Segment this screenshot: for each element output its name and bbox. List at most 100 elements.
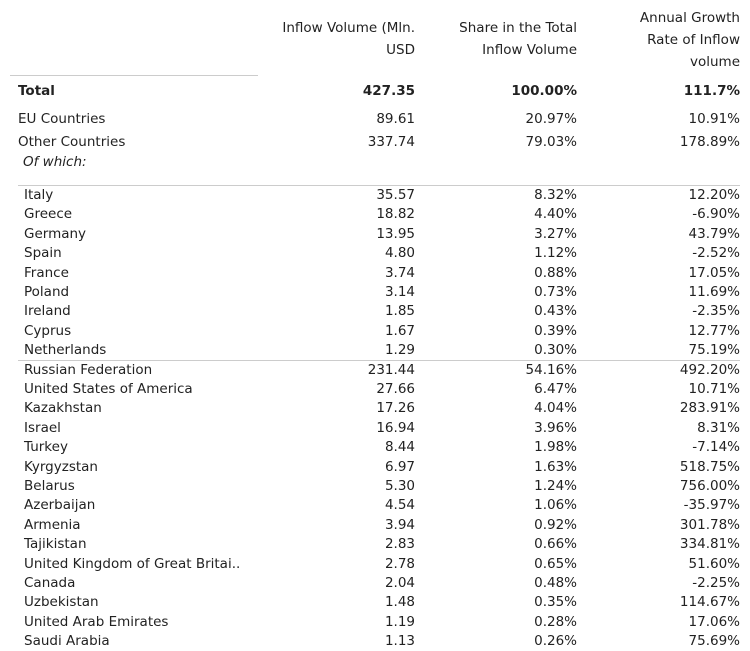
- country-label: Ireland: [24, 303, 71, 320]
- country-label: Netherlands: [24, 342, 107, 359]
- country-value: 8.31%: [697, 419, 740, 436]
- summary-value: 89.61: [376, 111, 415, 127]
- country-value: -2.25%: [692, 575, 740, 591]
- country-value: -7.14%: [692, 439, 740, 456]
- country-label: Kazakhstan: [24, 400, 102, 417]
- note: Of which:: [23, 154, 87, 170]
- country-label: Saudi Arabia: [24, 633, 110, 650]
- country-value: 17.05%: [688, 264, 740, 281]
- country-label: Spain: [24, 245, 62, 262]
- country-value: 0.65%: [534, 555, 577, 572]
- summary-label: Other Countries: [18, 134, 126, 150]
- summary-value: 337.74: [367, 134, 415, 150]
- country-value: 2.04: [384, 575, 415, 591]
- country-value: 0.88%: [534, 264, 577, 281]
- country-value: 1.06%: [534, 497, 577, 514]
- summary-value: 79.03%: [525, 134, 577, 150]
- country-value: 0.73%: [534, 284, 577, 300]
- country-value: 18.82: [376, 206, 415, 223]
- country-label: United States of America: [24, 381, 193, 397]
- country-value: 1.98%: [534, 439, 577, 456]
- country-label: Uzbekistan: [24, 594, 99, 611]
- country-value: 1.67: [384, 322, 415, 339]
- country-label: United Kingdom of Great Britai..: [24, 555, 241, 572]
- country-value: 518.75%: [679, 458, 740, 475]
- country-value: 3.27%: [534, 225, 577, 242]
- column-header: Rate of Inflow: [647, 32, 740, 48]
- summary-value: 100.00%: [511, 83, 577, 99]
- country-value: 492.20%: [679, 361, 740, 378]
- column-header: Annual Growth: [639, 10, 740, 26]
- country-label: Armenia: [24, 516, 81, 533]
- rule: [18, 185, 740, 186]
- country-value: -6.90%: [692, 206, 740, 223]
- country-value: 6.97: [384, 458, 415, 475]
- country-label: Kyrgyzstan: [24, 458, 98, 475]
- summary-value: 10.91%: [688, 111, 740, 127]
- country-value: 1.29: [384, 342, 415, 359]
- country-value: 0.28%: [534, 613, 577, 630]
- country-value: 13.95: [376, 225, 415, 242]
- country-label: France: [24, 264, 69, 281]
- country-value: 12.77%: [688, 322, 740, 339]
- summary-value: 178.89%: [679, 134, 740, 150]
- country-value: 51.60%: [688, 555, 740, 572]
- country-value: 1.24%: [534, 478, 577, 494]
- country-value: 0.35%: [534, 594, 577, 611]
- country-value: 231.44: [367, 361, 415, 378]
- country-value: 11.69%: [688, 284, 740, 300]
- country-value: 6.47%: [534, 381, 577, 397]
- country-value: 0.92%: [534, 516, 577, 533]
- country-value: 10.71%: [688, 381, 740, 397]
- country-value: 5.30: [384, 478, 415, 494]
- summary-label: Total: [18, 83, 55, 99]
- country-value: -2.35%: [692, 303, 740, 320]
- column-header: Inflow Volume (Mln.: [282, 20, 415, 36]
- country-value: 43.79%: [688, 225, 740, 242]
- country-value: 4.80: [384, 245, 415, 262]
- country-value: 0.30%: [534, 342, 577, 359]
- country-value: 0.39%: [534, 322, 577, 339]
- country-value: 4.54: [384, 497, 415, 514]
- country-value: 8.44: [384, 439, 415, 456]
- country-label: United Arab Emirates: [24, 613, 169, 630]
- summary-value: 111.7%: [683, 83, 740, 99]
- country-value: 0.48%: [534, 575, 577, 591]
- country-value: 2.78: [384, 555, 415, 572]
- rule: [10, 75, 258, 76]
- country-label: Tajikistan: [24, 536, 87, 553]
- country-value: 2.83: [384, 536, 415, 553]
- country-value: 17.26: [376, 400, 415, 417]
- country-value: 3.94: [384, 516, 415, 533]
- rule: [18, 360, 740, 361]
- country-value: 283.91%: [679, 400, 740, 417]
- country-value: 3.96%: [534, 419, 577, 436]
- country-label: Germany: [24, 225, 87, 242]
- country-label: Poland: [24, 284, 70, 300]
- country-value: 0.26%: [534, 633, 577, 650]
- country-value: 1.85: [384, 303, 415, 320]
- country-label: Israel: [24, 419, 61, 436]
- country-value: 1.13: [384, 633, 415, 650]
- country-value: 0.66%: [534, 536, 577, 553]
- country-value: 35.57: [376, 187, 415, 203]
- country-value: 334.81%: [679, 536, 740, 553]
- country-value: 75.19%: [688, 342, 740, 359]
- summary-label: EU Countries: [18, 111, 106, 127]
- country-label: Canada: [24, 575, 76, 591]
- country-label: Italy: [24, 187, 54, 203]
- country-value: 1.48: [384, 594, 415, 611]
- country-value: 3.74: [384, 264, 415, 281]
- country-value: 75.69%: [688, 633, 740, 650]
- country-value: 1.12%: [534, 245, 577, 262]
- country-value: 0.43%: [534, 303, 577, 320]
- country-label: Turkey: [24, 439, 68, 456]
- country-label: Cyprus: [24, 322, 72, 339]
- country-value: 4.40%: [534, 206, 577, 223]
- column-header: USD: [386, 42, 415, 58]
- country-value: 12.20%: [688, 187, 740, 203]
- country-label: Belarus: [24, 478, 75, 494]
- country-label: Russian Federation: [24, 361, 153, 378]
- country-value: 8.32%: [534, 187, 577, 203]
